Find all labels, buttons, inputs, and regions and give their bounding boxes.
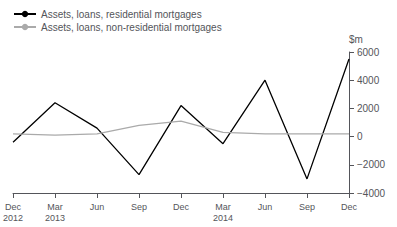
svg-text:Dec: Dec xyxy=(5,202,22,212)
svg-text:Assets, loans, non-residential: Assets, loans, non-residential mortgages xyxy=(41,22,222,33)
svg-text:Mar: Mar xyxy=(215,202,231,212)
svg-text:Jun: Jun xyxy=(258,202,273,212)
svg-text:4000: 4000 xyxy=(357,75,380,86)
svg-text:−2000: −2000 xyxy=(357,159,386,170)
svg-text:2014: 2014 xyxy=(213,213,233,223)
svg-text:2000: 2000 xyxy=(357,103,380,114)
svg-text:−4000: −4000 xyxy=(357,188,386,199)
svg-text:Dec: Dec xyxy=(173,202,190,212)
svg-text:Mar: Mar xyxy=(47,202,63,212)
svg-text:Sep: Sep xyxy=(131,202,147,212)
svg-text:2013: 2013 xyxy=(45,213,65,223)
svg-text:Assets, loans, residential mor: Assets, loans, residential mortgages xyxy=(41,9,202,20)
svg-text:Dec: Dec xyxy=(341,202,358,212)
svg-text:Sep: Sep xyxy=(299,202,315,212)
svg-text:6000: 6000 xyxy=(357,47,380,58)
svg-text:2012: 2012 xyxy=(3,213,23,223)
svg-text:0: 0 xyxy=(357,131,363,142)
svg-text:Jun: Jun xyxy=(90,202,105,212)
svg-text:$m: $m xyxy=(349,34,363,45)
